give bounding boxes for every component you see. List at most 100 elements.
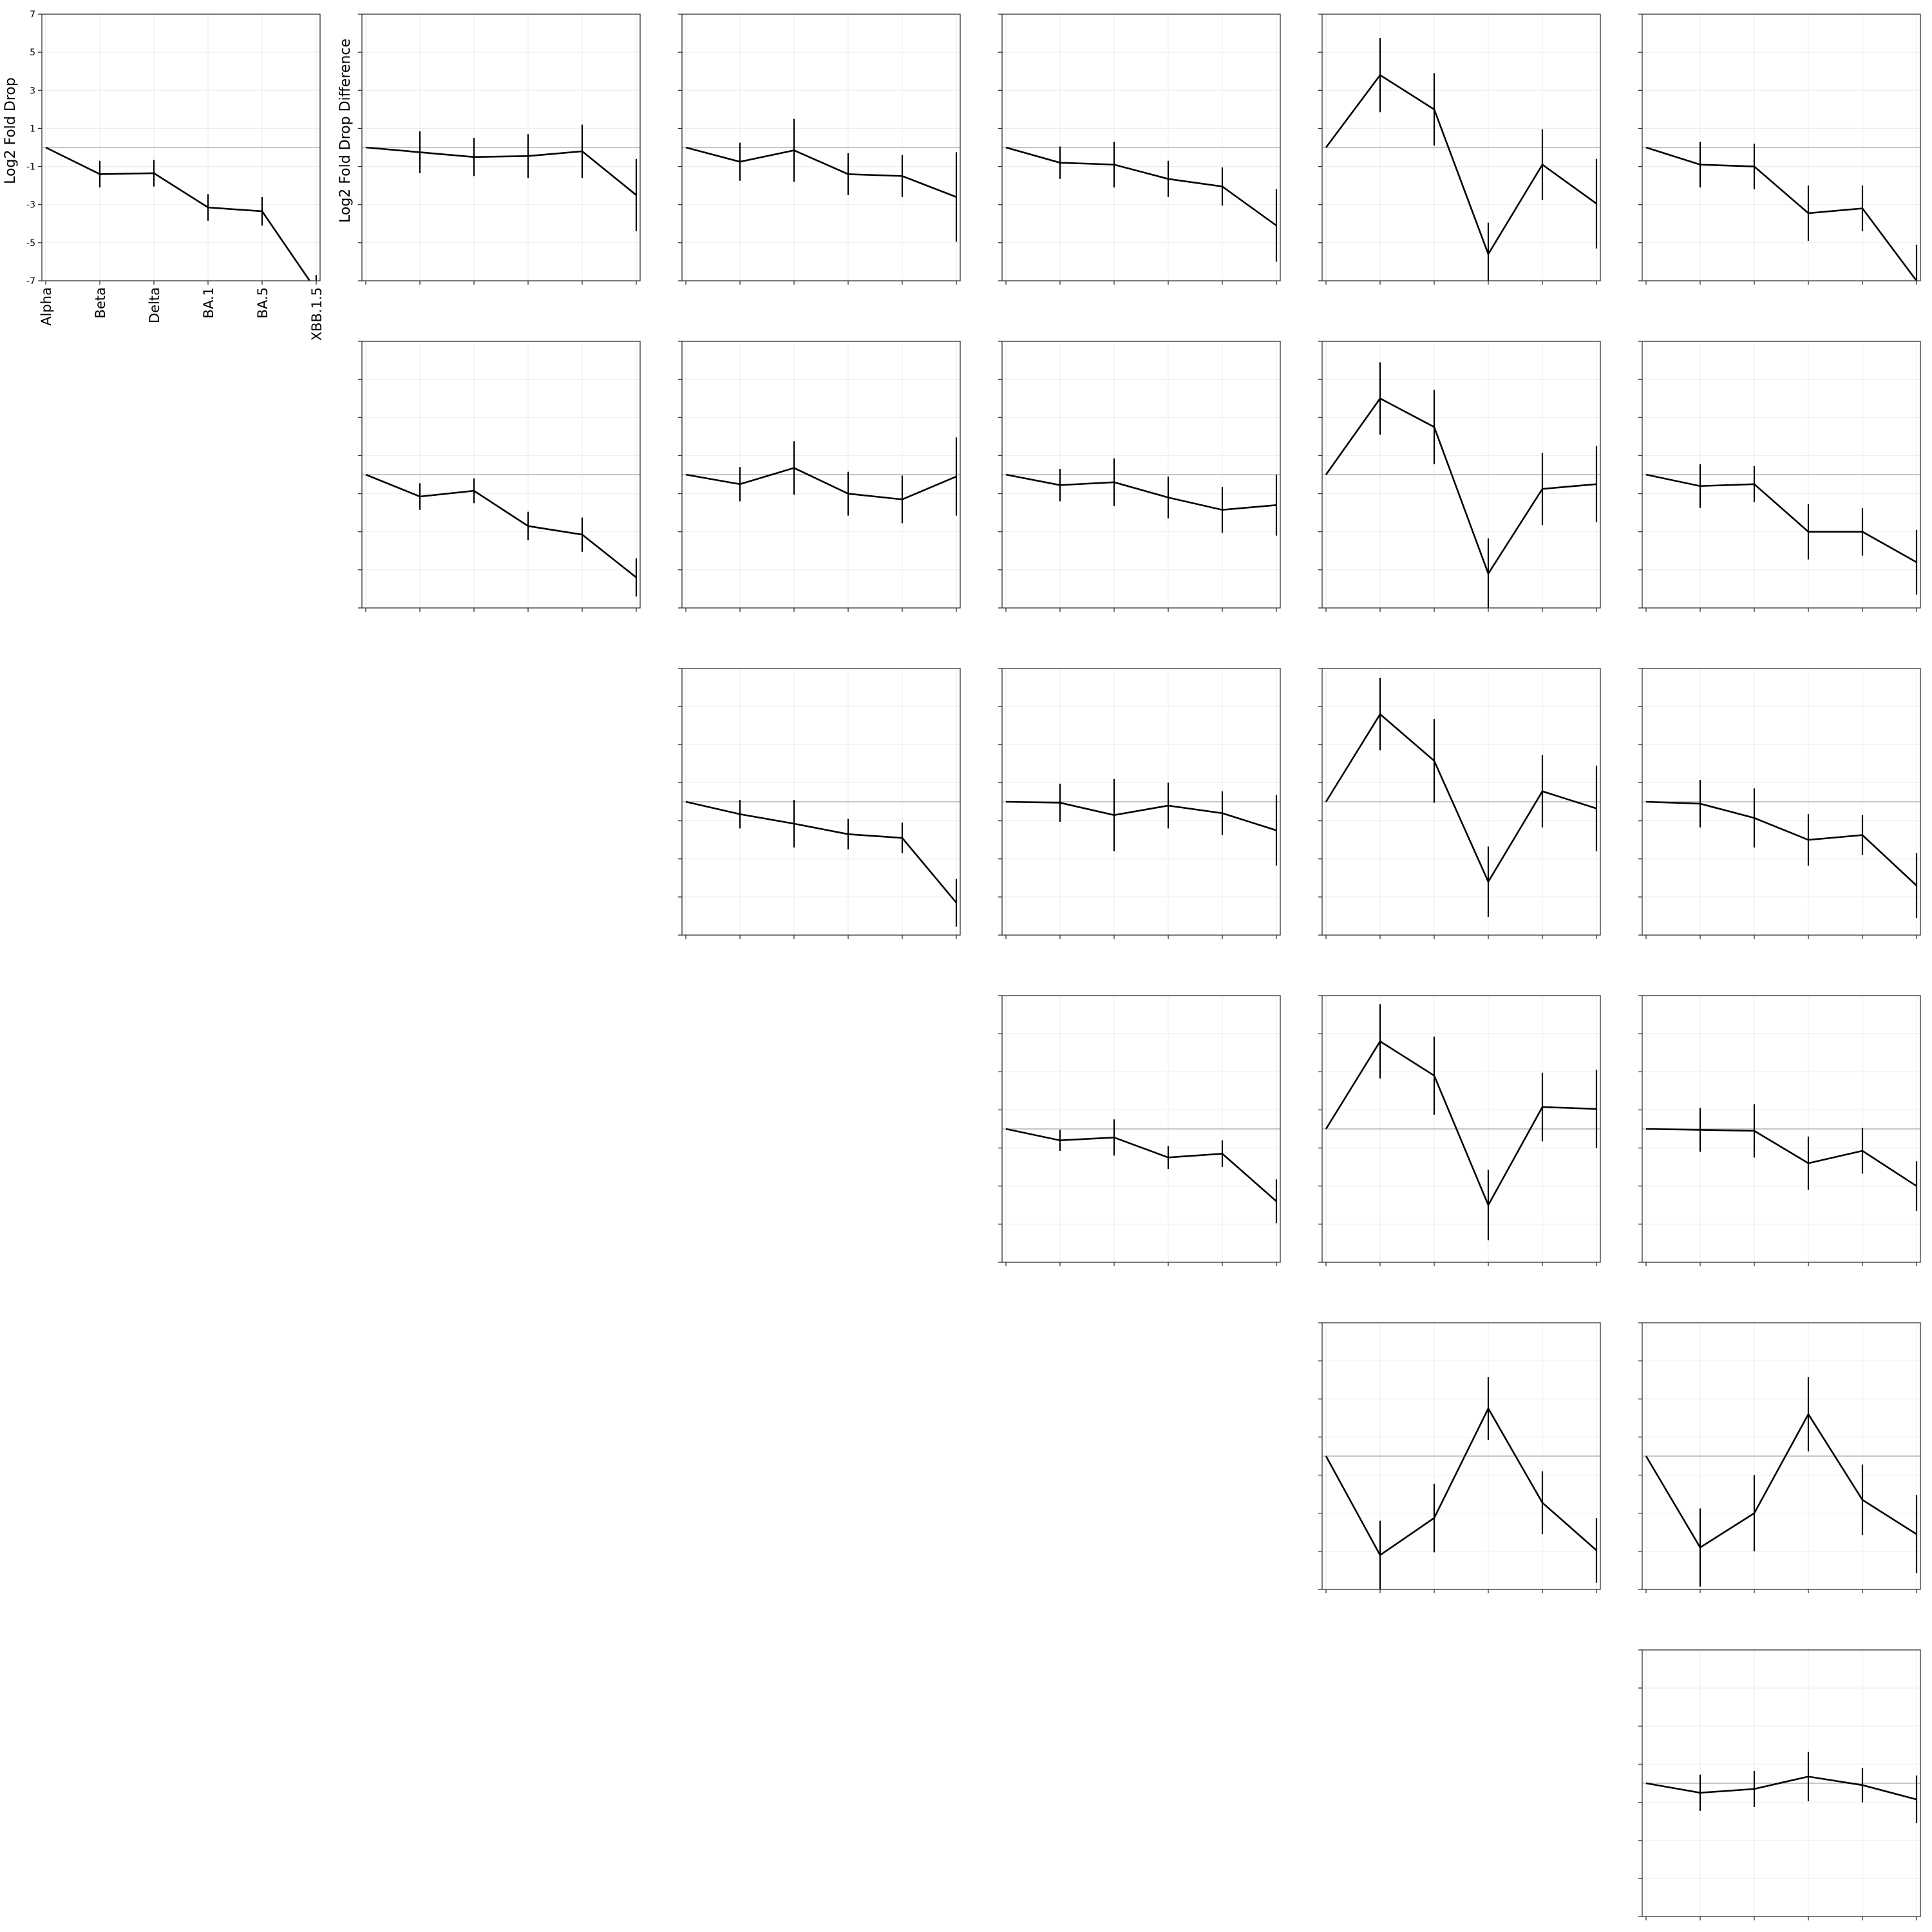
data-layer xyxy=(1645,464,1918,595)
panel-frame xyxy=(1321,995,1601,1263)
data-layer xyxy=(365,124,638,232)
series-line xyxy=(1005,473,1277,511)
series-line xyxy=(1005,1128,1277,1202)
panel-frame xyxy=(1321,341,1601,609)
series-line xyxy=(1645,473,1917,564)
panel-frame xyxy=(1321,1322,1601,1590)
x-tick-label: XBB.1.5 xyxy=(309,287,325,341)
panel-frame xyxy=(361,14,641,281)
panel-frame xyxy=(1642,14,1921,281)
panel-r3-c6 xyxy=(1638,668,1921,939)
panel-grid: 7 5 3 1 -1 -3 -5 -7 Alpha Beta Delta BA.1 BA.5 XBB.1.… xyxy=(26,10,1921,1920)
series-line xyxy=(1325,1040,1597,1208)
panel-frame xyxy=(361,341,641,609)
panel-r4-c5 xyxy=(1318,995,1601,1266)
panel-r6-c6 xyxy=(1638,1649,1921,1920)
panel-r5-c6 xyxy=(1638,1322,1921,1593)
data-layer xyxy=(1005,458,1278,536)
y-tick-label: -3 xyxy=(26,200,35,211)
panel-r3-c5 xyxy=(1318,668,1601,939)
panel-r3-c4 xyxy=(998,668,1281,939)
series-line xyxy=(45,146,311,281)
y-tick-label: -5 xyxy=(26,238,35,249)
panel-r2-c4 xyxy=(998,341,1281,612)
series-line xyxy=(1325,1406,1597,1557)
series-line xyxy=(685,467,957,500)
panel-frame xyxy=(1001,995,1281,1263)
panel-frame xyxy=(1321,14,1601,281)
data-layer xyxy=(1645,779,1918,918)
series-line xyxy=(1325,712,1597,884)
panel-r1-c6 xyxy=(1638,14,1921,285)
x-tick-label: BA.5 xyxy=(255,287,270,318)
series-line xyxy=(365,473,637,578)
y-tick-label: -7 xyxy=(26,276,35,287)
series-line xyxy=(685,800,957,904)
panel-r3-c3 xyxy=(678,668,961,939)
y-tick-label: 1 xyxy=(30,124,35,134)
x-tick-label: Beta xyxy=(93,287,108,318)
x-tick-label: Alpha xyxy=(39,287,54,326)
series-line xyxy=(685,146,957,198)
x-tick-label: BA.1 xyxy=(201,287,216,318)
data-layer xyxy=(1005,1119,1278,1224)
panel-frame xyxy=(1642,995,1921,1263)
panel-frame xyxy=(1001,668,1281,936)
y-tick-label: 7 xyxy=(30,10,35,20)
data-layer xyxy=(1645,1377,1918,1587)
series-line xyxy=(1325,73,1597,256)
panel-frame xyxy=(1642,341,1921,609)
panel-r4-c4 xyxy=(998,995,1281,1266)
x-tick-label: Delta xyxy=(147,287,162,323)
panel-r5-c5 xyxy=(1318,1322,1601,1593)
y-axis-label-difference: Log2 Fold Drop Difference xyxy=(337,39,354,223)
panel-frame xyxy=(1642,1322,1921,1590)
data-layer xyxy=(1325,37,1598,281)
panel-r4-c6 xyxy=(1638,995,1921,1266)
panel-frame xyxy=(681,14,961,281)
panel-r2-c6 xyxy=(1638,341,1921,612)
panel-r2-c2 xyxy=(358,341,641,612)
data-layer xyxy=(1325,362,1598,608)
panel-frame xyxy=(41,14,321,281)
data-layer xyxy=(1325,1004,1598,1240)
y-tick-label: 5 xyxy=(30,48,35,58)
panel-r1-c1: 7 5 3 1 -1 -3 -5 -7 Alpha Beta Delta BA.1 BA.5 XBB.1.… xyxy=(26,10,325,341)
data-layer xyxy=(1005,779,1278,866)
panel-r1-c3 xyxy=(678,14,961,285)
series-line xyxy=(1645,800,1917,887)
series-line xyxy=(1645,1128,1917,1187)
panel-r1-c2 xyxy=(358,14,641,285)
panel-frame xyxy=(1642,1649,1921,1917)
data-layer xyxy=(365,473,638,597)
data-layer xyxy=(685,118,958,242)
panel-r1-c4 xyxy=(998,14,1281,285)
y-tick-label: 3 xyxy=(30,86,35,96)
panel-r1-c5 xyxy=(1318,14,1601,285)
data-layer xyxy=(45,146,317,281)
panel-frame xyxy=(1001,341,1281,609)
data-layer xyxy=(1645,1104,1918,1211)
y-tick-label: -1 xyxy=(26,162,35,173)
data-layer xyxy=(685,800,958,927)
panel-frame xyxy=(1001,14,1281,281)
series-line xyxy=(365,146,637,196)
panel-r2-c3 xyxy=(678,341,961,612)
data-layer xyxy=(1645,142,1918,281)
panel-frame xyxy=(681,668,961,936)
series-line xyxy=(1645,146,1918,281)
series-line xyxy=(1005,146,1277,227)
panel-frame xyxy=(681,341,961,609)
panel-frame xyxy=(1642,668,1921,936)
series-line xyxy=(1005,800,1277,831)
data-layer xyxy=(1005,142,1278,262)
data-layer xyxy=(1325,1377,1598,1589)
data-layer xyxy=(1325,677,1598,917)
panel-r2-c5 xyxy=(1318,341,1601,612)
series-line xyxy=(1645,1412,1917,1549)
data-layer xyxy=(1645,1752,1918,1824)
series-line xyxy=(1645,1776,1917,1801)
y-axis-label-main: Log2 Fold Drop xyxy=(3,77,19,184)
